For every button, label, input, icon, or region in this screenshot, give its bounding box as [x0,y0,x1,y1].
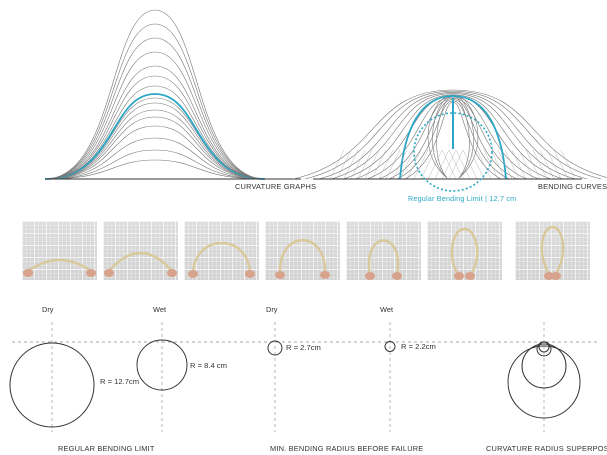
bending-construction-line [406,149,422,180]
curvature-curve [44,109,266,180]
bending-photo-6 [427,221,502,280]
bending-construction-line [504,149,520,180]
circle-r-12-7 [9,342,95,428]
curvature-curve [44,37,266,180]
bending-construction-line [525,149,541,180]
bending-construction-line [420,149,436,180]
r-label-2-2: R = 2.2cm [401,342,436,351]
bending-construction-line [462,149,478,180]
curvature-curve [44,9,266,180]
bending-photo-4 [265,221,340,280]
bending-construction-line [350,149,366,180]
caption-regular-bending-limit: REGULAR BENDING LIMIT [58,444,155,453]
rod-curve-3 [188,241,255,278]
bending-construction-line [371,149,387,180]
bending-construction-line [553,149,569,180]
bending-construction-line [511,149,527,180]
rod-curve-6 [450,227,479,280]
curvature-curve-highlight [44,93,266,180]
bending-construction-line [539,149,555,180]
curvature-graph-curves [44,9,266,180]
bending-construction-line [518,149,534,180]
bending-construction-line [497,149,513,180]
bending-construction-line [448,149,464,180]
rod-curve-4 [275,239,330,279]
r-label-2-7: R = 2.7cm [286,343,321,352]
bending-construction-line [392,149,408,180]
bending-construction-line [399,149,415,180]
caption-min-bending-radius: MIN. BENDING RADIUS BEFORE FAILURE [270,444,424,453]
superposition-circle-1 [507,345,581,419]
circle-r-2-7 [267,340,283,356]
bending-curve [292,89,607,180]
bending-construction-line [329,149,345,180]
bending-curve-highlight [399,95,507,180]
curvature-curve [44,159,266,180]
circle-r-2-2 [384,341,396,352]
superposition-circle-2 [521,343,567,389]
bending-loop [436,94,470,179]
bending-construction-line [413,149,429,180]
bending-construction-line [469,149,485,180]
bending-curve [304,90,602,180]
r-label-12-7: R = 12.7cm [100,377,140,386]
rod-curve-7 [540,225,565,280]
bending-photo-2 [103,221,178,280]
rod-curve-5 [365,239,402,280]
circle-r-8-4 [136,339,188,391]
curvature-curve [44,102,266,180]
curvature-curve [44,85,266,180]
r-label-8-4: R = 8.4 cm [190,361,227,370]
bending-limit-label: Regular Bending Limit | 12.7 cm [408,194,517,203]
curvature-curve [44,23,266,180]
bending-construction-line [490,149,506,180]
bending-construction-line [427,149,443,180]
rod-curve-1 [23,258,96,277]
curvature-curve [44,149,266,180]
bending-limit-circle [413,112,493,192]
rod-curve-2 [104,251,177,277]
superposition-circle-4 [538,341,550,353]
curvature-curve [44,116,266,180]
curvature-curve [44,75,266,180]
curvature-curve [44,51,266,180]
bending-construction-line [434,149,450,180]
bending-construction-line [476,149,492,180]
curvature-graphs-caption: CURVATURE GRAPHS [235,182,317,191]
label-dry-min: Dry [266,305,278,314]
bending-construction-line [343,149,359,180]
bending-construction-line [532,149,548,180]
bending-construction-line [483,149,499,180]
bending-construction-line [364,149,380,180]
curvature-curve [44,137,266,180]
bending-construction-line [441,149,457,180]
caption-curvature-superposition: CURVATURE RADIUS SUPERPOSITIC [486,444,607,453]
label-wet-regular: Wet [153,305,167,314]
label-dry-regular: Dry [42,305,54,314]
superposition-circles [507,341,581,419]
bending-construction-line [357,149,373,180]
bending-photo-7 [515,221,590,280]
bending-construction-line [385,149,401,180]
bending-construction-line [336,149,352,180]
bending-construction-line [560,149,576,180]
bending-construction-line [378,149,394,180]
bending-curves [292,89,607,180]
curvature-curve [44,65,266,180]
bending-construction-line [455,149,471,180]
bending-curve [318,92,588,180]
bending-photo-3 [184,221,259,280]
label-wet-min: Wet [380,305,394,314]
curvature-curve [44,125,266,180]
bending-photo-1 [22,221,97,280]
bending-photo-5 [346,221,421,280]
bending-construction-line [546,149,562,180]
bending-curves-caption: BENDING CURVES [538,182,607,191]
